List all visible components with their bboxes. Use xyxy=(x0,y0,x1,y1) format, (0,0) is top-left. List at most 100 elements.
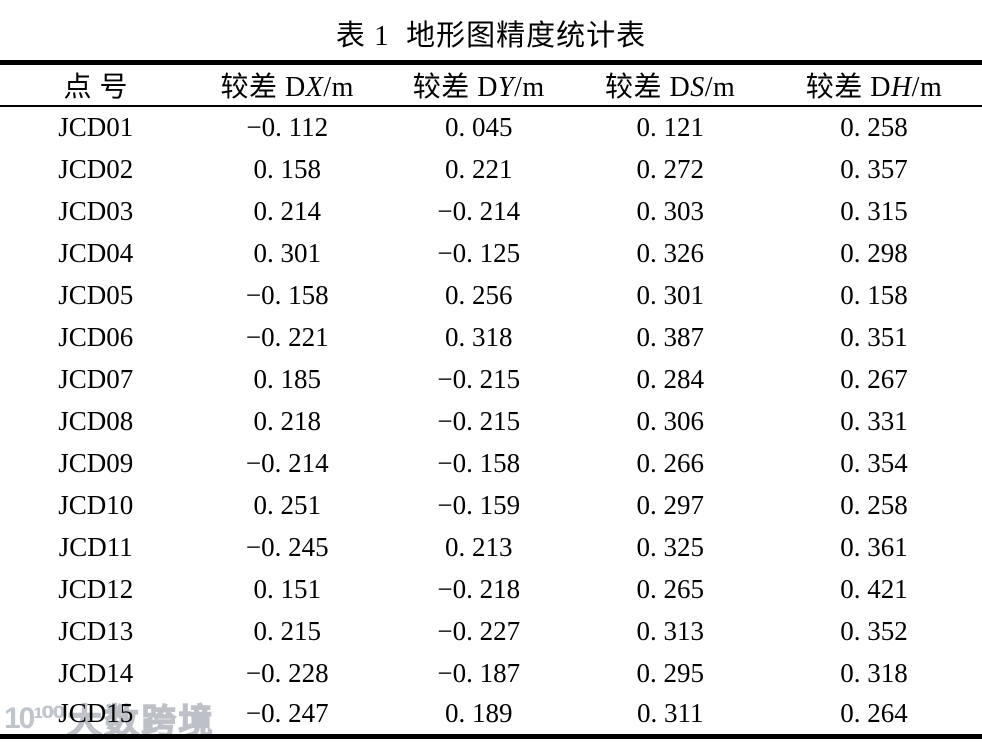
value-cell: 0. 306 xyxy=(636,405,704,436)
value-cell: 0. 185 xyxy=(253,363,321,394)
value-cell: −0. 245 xyxy=(245,531,329,562)
value-cell: 0. 357 xyxy=(840,153,908,184)
accuracy-table: 点 号 较差 DX/m 较差 DY/m 较差 DS/m 较差 DH/m JCD01 −0.… xyxy=(0,60,982,739)
table-row: JCD04 0. 301 −0. 125 0. 326 0. 298 xyxy=(0,232,982,274)
column-header: 较差 DS/m xyxy=(605,72,736,103)
value-cell: 0. 215 xyxy=(253,615,321,646)
value-cell: 0. 295 xyxy=(636,657,704,688)
value-cell: 0. 284 xyxy=(636,363,704,394)
value-cell: 0. 251 xyxy=(253,489,321,520)
value-cell: 0. 326 xyxy=(636,237,704,268)
point-id-cell: JCD03 xyxy=(58,195,134,226)
watermark-logo-icon: 10¹⁰⁰ xyxy=(4,702,66,735)
value-cell: 0. 387 xyxy=(636,321,704,352)
value-cell: −0. 158 xyxy=(437,447,521,478)
table-row: JCD13 0. 215 −0. 227 0. 313 0. 352 xyxy=(0,610,982,652)
column-header: 较差 DY/m xyxy=(412,72,545,103)
value-cell: 0. 221 xyxy=(444,153,513,184)
table-row: JCD06 −0. 221 0. 318 0. 387 0. 351 xyxy=(0,316,982,358)
value-cell: 0. 301 xyxy=(636,279,704,310)
value-cell: −0. 215 xyxy=(437,405,521,436)
value-cell: 0. 318 xyxy=(444,321,513,352)
value-cell: −0. 247 xyxy=(245,698,329,729)
value-cell: 0. 189 xyxy=(444,698,513,729)
value-cell: 0. 258 xyxy=(840,489,908,520)
value-cell: −0. 228 xyxy=(245,657,329,688)
value-cell: −0. 158 xyxy=(245,279,329,310)
value-cell: −0. 218 xyxy=(437,573,521,604)
column-header: 较差 DH/m xyxy=(805,72,943,103)
column-header: 较差 DX/m xyxy=(220,72,354,103)
value-cell: 0. 303 xyxy=(636,195,704,226)
table-title: 表 1 地形图精度统计表 xyxy=(335,20,647,52)
value-cell: 0. 256 xyxy=(444,279,513,310)
value-cell: 0. 318 xyxy=(840,657,908,688)
value-cell: 0. 266 xyxy=(636,447,704,478)
value-cell: 0. 158 xyxy=(840,279,908,310)
value-cell: −0. 159 xyxy=(437,489,521,520)
header-row: 点 号 较差 DX/m 较差 DY/m 较差 DS/m 较差 DH/m xyxy=(0,63,982,106)
value-cell: 0. 151 xyxy=(253,573,321,604)
value-cell: 0. 354 xyxy=(840,447,908,478)
point-id-cell: JCD12 xyxy=(58,573,134,604)
value-cell: 0. 315 xyxy=(840,195,908,226)
table-row: JCD07 0. 185 −0. 215 0. 284 0. 267 xyxy=(0,358,982,400)
table-row: JCD01 −0. 112 0. 045 0. 121 0. 258 xyxy=(0,106,982,148)
value-cell: 0. 045 xyxy=(444,112,513,142)
table-row: JCD10 0. 251 −0. 159 0. 297 0. 258 xyxy=(0,484,982,526)
table-body: JCD01 −0. 112 0. 045 0. 121 0. 258 JCD02 0. 15… xyxy=(0,106,982,736)
value-cell: 0. 352 xyxy=(840,615,908,646)
value-cell: 0. 264 xyxy=(840,698,908,729)
value-cell: 0. 121 xyxy=(636,112,704,142)
point-id-cell: JCD02 xyxy=(58,153,134,184)
point-id-cell: JCD15 xyxy=(58,698,134,729)
point-id-cell: JCD07 xyxy=(58,363,134,394)
point-id-cell: JCD05 xyxy=(58,279,134,310)
point-id-cell: JCD10 xyxy=(58,489,134,520)
value-cell: −0. 112 xyxy=(246,112,329,142)
value-cell: 0. 214 xyxy=(253,195,321,226)
value-cell: 0. 267 xyxy=(840,363,908,394)
value-cell: 0. 297 xyxy=(636,489,704,520)
value-cell: 0. 421 xyxy=(840,573,908,604)
value-cell: −0. 187 xyxy=(437,657,521,688)
point-id-cell: JCD06 xyxy=(58,321,134,352)
value-cell: 0. 265 xyxy=(636,573,704,604)
point-id-cell: JCD11 xyxy=(58,531,133,562)
value-cell: 0. 298 xyxy=(840,237,908,268)
table-row: JCD14 −0. 228 −0. 187 0. 295 0. 318 xyxy=(0,652,982,694)
point-id-cell: JCD01 xyxy=(58,112,134,142)
point-id-cell: JCD13 xyxy=(58,615,134,646)
value-cell: −0. 215 xyxy=(437,363,521,394)
point-id-cell: JCD04 xyxy=(58,237,134,268)
value-cell: −0. 125 xyxy=(437,237,521,268)
value-cell: 0. 213 xyxy=(444,531,513,562)
value-cell: −0. 221 xyxy=(245,321,329,352)
table-header: 点 号 较差 DX/m 较差 DY/m 较差 DS/m 较差 DH/m xyxy=(0,63,982,106)
value-cell: 0. 158 xyxy=(253,153,321,184)
value-cell: 0. 361 xyxy=(840,531,908,562)
table-row: JCD11 −0. 245 0. 213 0. 325 0. 361 xyxy=(0,526,982,568)
point-id-cell: JCD14 xyxy=(58,657,134,688)
value-cell: 0. 351 xyxy=(840,321,908,352)
value-cell: 0. 331 xyxy=(840,405,908,436)
value-cell: −0. 214 xyxy=(245,447,329,478)
table-row: JCD08 0. 218 −0. 215 0. 306 0. 331 xyxy=(0,400,982,442)
value-cell: 0. 218 xyxy=(253,405,321,436)
value-cell: −0. 214 xyxy=(437,195,521,226)
value-cell: 0. 272 xyxy=(636,153,704,184)
value-cell: 0. 311 xyxy=(636,698,704,729)
point-id-cell: JCD08 xyxy=(58,405,134,436)
column-header: 点 号 xyxy=(63,72,128,103)
table-row: JCD03 0. 214 −0. 214 0. 303 0. 315 xyxy=(0,190,982,232)
table-row: JCD15 −0. 247 0. 189 0. 311 0. 264 xyxy=(0,694,982,736)
table-row: JCD09 −0. 214 −0. 158 0. 266 0. 354 xyxy=(0,442,982,484)
table-row: JCD05 −0. 158 0. 256 0. 301 0. 158 xyxy=(0,274,982,316)
point-id-cell: JCD09 xyxy=(58,447,134,478)
value-cell: 0. 301 xyxy=(253,237,321,268)
table-row: JCD02 0. 158 0. 221 0. 272 0. 357 xyxy=(0,148,982,190)
value-cell: 0. 325 xyxy=(636,531,704,562)
value-cell: −0. 227 xyxy=(437,615,521,646)
table-row: JCD12 0. 151 −0. 218 0. 265 0. 421 xyxy=(0,568,982,610)
